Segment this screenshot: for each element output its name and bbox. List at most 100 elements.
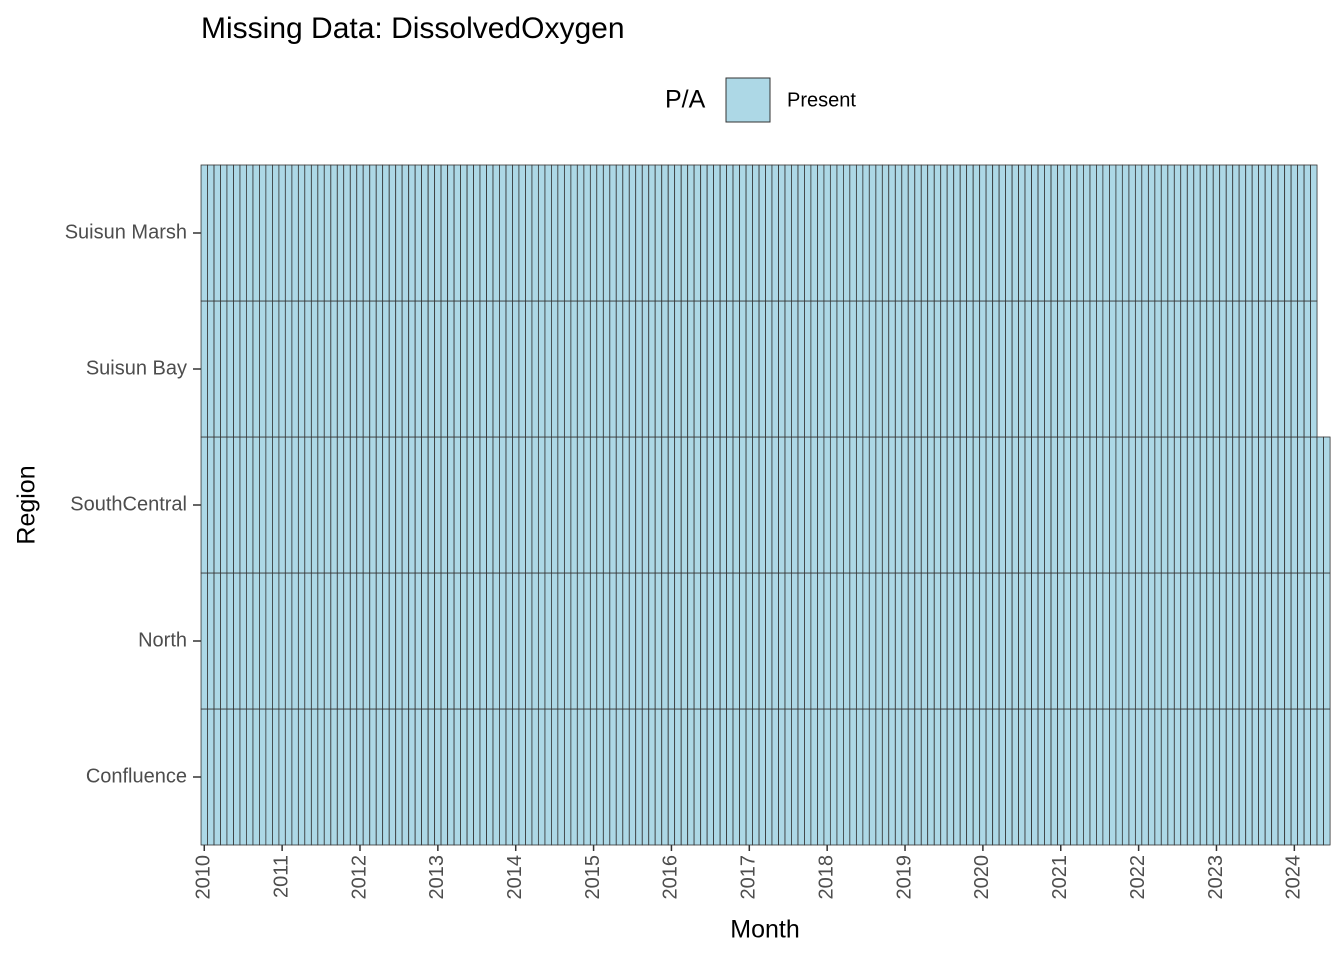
tile (272, 572, 280, 710)
y-tick-label: Suisun Marsh (65, 221, 187, 243)
tile (1070, 300, 1078, 438)
tile (583, 300, 591, 438)
tile (512, 436, 520, 574)
tile (1303, 572, 1311, 710)
tile (1109, 436, 1117, 574)
tile (791, 164, 799, 302)
tile (284, 708, 293, 846)
tile (972, 708, 981, 846)
tile (1102, 164, 1110, 302)
tile (1277, 436, 1286, 574)
tile (1212, 300, 1221, 438)
tile (940, 164, 948, 302)
tile (570, 572, 578, 710)
tile (499, 436, 507, 574)
tile (317, 164, 325, 302)
tile (661, 708, 669, 846)
tile (1154, 572, 1162, 710)
tile (564, 300, 572, 438)
tile (1083, 436, 1091, 574)
tile (576, 300, 585, 438)
tile (706, 300, 715, 438)
tile (1063, 300, 1071, 438)
tile (797, 164, 805, 302)
tile (1011, 708, 1019, 846)
tile (868, 300, 877, 438)
tile (1063, 708, 1071, 846)
tile (641, 164, 650, 302)
tile (933, 164, 942, 302)
tile (207, 300, 215, 438)
tile (979, 572, 987, 710)
tile (564, 572, 572, 710)
tile (1109, 164, 1117, 302)
tile (531, 708, 539, 846)
tile (1186, 708, 1195, 846)
tile (713, 572, 721, 710)
tile (434, 572, 442, 710)
tile (739, 164, 747, 302)
tile (414, 708, 423, 846)
tile (726, 572, 734, 710)
tile (901, 708, 909, 846)
tile (1310, 708, 1318, 846)
tile (1238, 572, 1247, 710)
tile (1089, 164, 1097, 302)
tile (1011, 300, 1019, 438)
tile (213, 300, 221, 438)
tile (1121, 708, 1130, 846)
tile (207, 164, 215, 302)
tile (460, 572, 468, 710)
tile (1134, 164, 1143, 302)
tile (765, 708, 773, 846)
tile (1083, 164, 1091, 302)
tile (1050, 708, 1058, 846)
tile (1277, 708, 1286, 846)
tile (1271, 300, 1279, 438)
tile (440, 164, 448, 302)
tile (200, 164, 208, 302)
tile (1290, 164, 1298, 302)
tile (992, 164, 1000, 302)
tile (1070, 436, 1078, 574)
tile (856, 572, 864, 710)
tile (602, 708, 611, 846)
tile (544, 572, 552, 710)
tile (843, 708, 851, 846)
tile (505, 708, 513, 846)
tile (1037, 436, 1045, 574)
tile (492, 164, 500, 302)
tile (894, 572, 903, 710)
tile (758, 572, 766, 710)
tile (570, 708, 578, 846)
tile (667, 164, 676, 302)
y-tick-label: North (138, 629, 187, 651)
tile (427, 300, 436, 438)
tile (1057, 572, 1065, 710)
tile (784, 436, 792, 574)
tile (531, 300, 539, 438)
tile (310, 300, 319, 438)
tile (1083, 572, 1091, 710)
tile (1063, 164, 1071, 302)
tile (615, 164, 624, 302)
tile (1044, 164, 1052, 302)
tile (304, 300, 312, 438)
tile (1128, 708, 1136, 846)
tile (479, 436, 487, 574)
tile (829, 436, 838, 574)
tile (278, 300, 286, 438)
tile (680, 572, 689, 710)
tile (894, 708, 903, 846)
tile (1134, 436, 1143, 574)
tile (875, 708, 883, 846)
tile (330, 164, 338, 302)
tile (544, 300, 552, 438)
tile (719, 164, 728, 302)
tile (920, 436, 929, 574)
tile (674, 300, 682, 438)
tile (1050, 436, 1058, 574)
tile (1193, 300, 1201, 438)
tile (985, 164, 994, 302)
tile (518, 164, 526, 302)
